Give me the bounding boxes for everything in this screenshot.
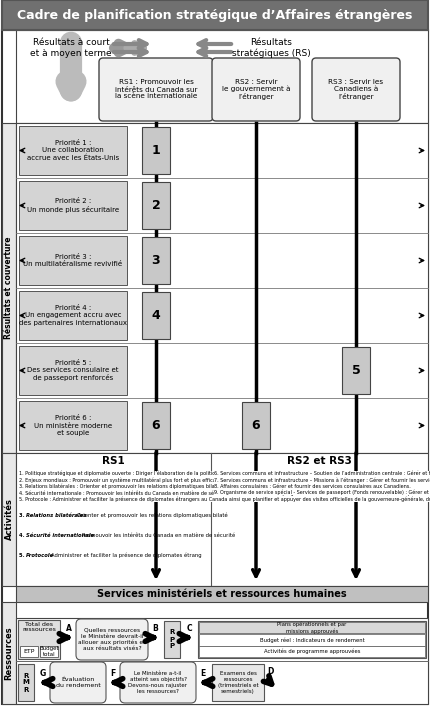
Text: Budget réel : Indicateurs de rendement: Budget réel : Indicateurs de rendement	[260, 638, 364, 642]
Text: 4: 4	[152, 309, 160, 322]
Bar	[16, 618, 428, 704]
Text: 2.: 2.	[19, 493, 27, 498]
Text: : Orienter et promouvoir les relations diplomatiques bilaté: : Orienter et promouvoir les relations d…	[72, 513, 228, 518]
Text: RS3 : Servir les
Canadiens à
l’étranger: RS3 : Servir les Canadiens à l’étranger	[329, 79, 384, 100]
Text: Examens des
ressources
(trimestriels et
semestriels): Examens des ressources (trimestriels et …	[218, 671, 258, 694]
Text: 6. Services communs et infrastructure – Soutien de l’administration centrale : G: 6. Services communs et infrastructure – …	[214, 471, 430, 495]
Bar	[199, 634, 425, 646]
Text: Enjeux mondiaux: Enjeux mondiaux	[26, 493, 77, 498]
FancyBboxPatch shape	[50, 662, 106, 703]
Text: 5: 5	[352, 364, 360, 377]
FancyBboxPatch shape	[99, 58, 213, 121]
Bar	[142, 127, 170, 174]
Text: Total des
ressources: Total des ressources	[22, 621, 56, 633]
Text: 3: 3	[152, 254, 160, 267]
Bar	[16, 453, 428, 586]
Text: Évaluation
du rendement: Évaluation du rendement	[55, 677, 100, 688]
Text: Sécurité internationale: Sécurité internationale	[26, 533, 94, 538]
Bar	[242, 402, 270, 449]
Bar	[2, 123, 16, 453]
Bar	[142, 292, 170, 339]
Text: RS1 : Promouvoir les
intérêts du Canada sur
la scène internationale: RS1 : Promouvoir les intérêts du Canada …	[115, 80, 197, 100]
Bar	[19, 236, 127, 285]
Bar	[142, 182, 170, 229]
Bar	[19, 401, 127, 450]
Text: : Promouvoir les intérêts du Canada en matière de sécurité: : Promouvoir les intérêts du Canada en m…	[77, 533, 237, 538]
Bar	[212, 664, 264, 701]
Text: D: D	[267, 667, 273, 676]
Text: 3.: 3.	[19, 513, 27, 518]
Bar	[40, 645, 58, 657]
Bar	[2, 0, 428, 30]
Text: B: B	[152, 624, 158, 633]
Text: A: A	[66, 624, 72, 633]
Text: : Diriger l’élaboration de la politique internationale glob: : Diriger l’élaboration de la politique …	[120, 473, 270, 479]
Text: Activités de programme approuvées: Activités de programme approuvées	[264, 649, 360, 654]
Text: RS2 : Servir
le gouvernement à
l’étranger: RS2 : Servir le gouvernement à l’étrange…	[222, 78, 290, 100]
Text: R
M
R: R M R	[22, 673, 29, 693]
Text: Résultats et couverture: Résultats et couverture	[4, 237, 13, 340]
Bar	[16, 123, 428, 453]
Bar	[164, 621, 180, 658]
Text: Le Ministère a-t-il
atteint ses objectifs?
Devons-nous rajuster
les ressources?: Le Ministère a-t-il atteint ses objectif…	[129, 671, 187, 694]
Text: Ressources: Ressources	[4, 626, 13, 680]
Text: Plans opérationnels et par
missions approuvés: Plans opérationnels et par missions appr…	[277, 622, 347, 633]
Bar	[199, 646, 425, 657]
Text: Services ministériels et ressources humaines: Services ministériels et ressources huma…	[97, 589, 347, 599]
FancyBboxPatch shape	[120, 662, 196, 703]
Text: 1: 1	[152, 144, 160, 157]
Text: ETP: ETP	[24, 649, 35, 654]
Bar	[199, 622, 425, 633]
Text: Quelles ressources
le Ministère devrait-il
allouer aux priorités et
aux résultat: Quelles ressources le Ministère devrait-…	[78, 628, 146, 651]
Text: 2: 2	[152, 199, 160, 212]
Text: Activités: Activités	[4, 498, 13, 540]
Text: Priorité 3 :
Un multilatéralisme revivifié: Priorité 3 : Un multilatéralisme revivif…	[24, 254, 123, 267]
Bar	[2, 453, 16, 586]
Text: Résultats à court
et à moyen terme: Résultats à court et à moyen terme	[30, 38, 112, 58]
Bar	[19, 181, 127, 230]
Text: E: E	[200, 669, 206, 678]
Text: Budget
total: Budget total	[40, 646, 59, 657]
FancyBboxPatch shape	[76, 619, 148, 660]
Text: RS2 et RS3: RS2 et RS3	[287, 456, 352, 466]
Text: Politique stratégique et diplomatie ouverte: Politique stratégique et diplomatie ouve…	[26, 473, 154, 479]
Text: Priorité 6 :
Un ministère moderne
et souple: Priorité 6 : Un ministère moderne et sou…	[34, 416, 112, 436]
Text: Protocole: Protocole	[26, 553, 54, 558]
Bar	[142, 237, 170, 284]
Text: Priorité 5 :
Des services consulaire et
de passeport renforcés: Priorité 5 : Des services consulaire et …	[27, 360, 119, 381]
Text: Priorité 2 :
Un monde plus sécuritaire: Priorité 2 : Un monde plus sécuritaire	[27, 198, 119, 213]
Text: Cadre de planification stratégique d’Affaires étrangères: Cadre de planification stratégique d’Aff…	[17, 8, 413, 21]
Text: 5.: 5.	[19, 553, 27, 558]
Text: F: F	[111, 669, 116, 678]
Text: Relations bilatérales: Relations bilatérales	[26, 513, 86, 518]
Text: 4.: 4.	[19, 533, 27, 538]
Text: Priorité 4 :
Un engagement accru avec
des partenaires internationaux: Priorité 4 : Un engagement accru avec de…	[19, 306, 127, 325]
Bar	[2, 602, 16, 704]
FancyBboxPatch shape	[312, 58, 400, 121]
Text: C: C	[186, 624, 192, 633]
FancyBboxPatch shape	[212, 58, 300, 121]
Text: 1.: 1.	[19, 473, 27, 478]
Text: 6: 6	[252, 419, 260, 432]
Bar	[18, 664, 34, 701]
Text: G: G	[40, 669, 46, 678]
Text: 6: 6	[152, 419, 160, 432]
Bar	[16, 30, 428, 123]
Bar	[19, 291, 127, 340]
Text: RS1: RS1	[102, 456, 125, 466]
Bar	[19, 346, 127, 395]
Bar	[18, 620, 60, 659]
Text: 1. Politique stratégique et diplomatie ouverte : Diriger l’élaboration de la pol: 1. Politique stratégique et diplomatie o…	[19, 471, 430, 502]
Bar	[19, 126, 127, 175]
Text: : Administrer et faciliter la présence de diplomates étrang: : Administrer et faciliter la présence d…	[46, 553, 201, 558]
Text: R
P
P: R P P	[169, 630, 175, 650]
Bar	[20, 645, 38, 657]
Bar	[142, 402, 170, 449]
Text: Résultats
stratégiques (RS): Résultats stratégiques (RS)	[232, 38, 310, 58]
Text: : Promouvoir un système multilatéral plus fort et plus effi: : Promouvoir un système multilatéral plu…	[59, 493, 212, 498]
Bar	[16, 586, 428, 602]
Bar	[198, 621, 426, 658]
Bar	[342, 347, 370, 394]
Text: Priorité 1 :
Une collaboration
accrue avec les États-Unis: Priorité 1 : Une collaboration accrue av…	[27, 140, 119, 161]
